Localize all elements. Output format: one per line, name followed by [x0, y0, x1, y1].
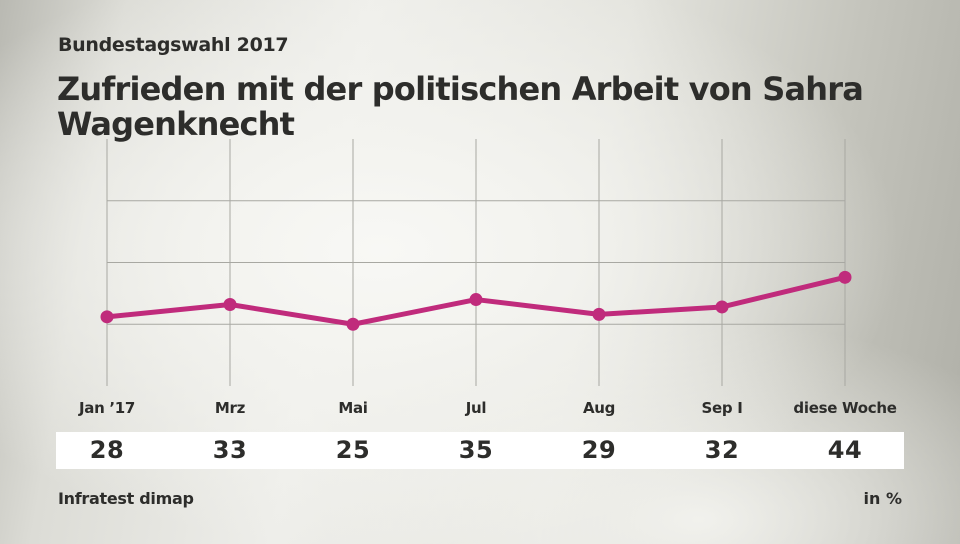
data-label: 25: [335, 436, 371, 464]
data-label: 29: [581, 436, 617, 464]
data-label: 28: [89, 436, 125, 464]
data-point: [223, 297, 237, 311]
data-label: 44: [827, 436, 863, 464]
data-point: [100, 310, 114, 324]
source-label: Infratest dimap: [58, 489, 194, 508]
data-label: 35: [458, 436, 494, 464]
unit-label: in %: [863, 489, 902, 508]
x-tick-label: diese Woche: [793, 399, 897, 417]
data-point: [346, 317, 360, 331]
chart-title: Zufrieden mit der politischen Arbeit von…: [57, 70, 864, 143]
data-label: 32: [704, 436, 740, 464]
data-point: [592, 307, 606, 321]
x-tick-label: Sep I: [701, 399, 743, 417]
chart-subtitle: Bundestagswahl 2017: [58, 34, 289, 56]
data-point: [838, 270, 852, 284]
data-point: [715, 300, 729, 314]
data-label: 33: [212, 436, 248, 464]
x-tick-label: Mai: [338, 399, 368, 417]
x-tick-label: Aug: [582, 399, 616, 417]
value-band: [56, 432, 904, 469]
x-tick-label: Jul: [465, 399, 487, 417]
x-tick-label: Mrz: [214, 399, 246, 417]
data-point: [469, 293, 483, 307]
x-tick-label: Jan ’17: [78, 399, 136, 417]
